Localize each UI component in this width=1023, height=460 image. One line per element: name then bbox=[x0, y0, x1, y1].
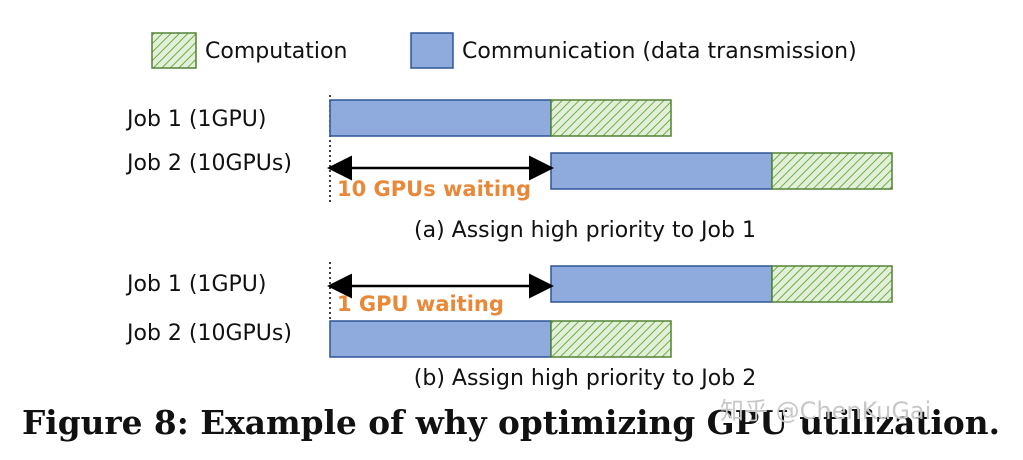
computation-bar bbox=[550, 320, 672, 358]
communication-bar bbox=[329, 99, 552, 137]
communication-bar bbox=[550, 265, 773, 303]
legend-computation: Computation bbox=[205, 39, 347, 64]
watermark: 知乎 @ChenKuGai bbox=[720, 397, 931, 425]
figure-caption: Figure 8: Example of why optimizing GPU … bbox=[22, 403, 1000, 442]
communication-bar bbox=[329, 320, 552, 358]
computation-bar bbox=[550, 99, 672, 137]
job-label: Job 2 (10GPUs) bbox=[125, 151, 292, 176]
computation-bar bbox=[771, 265, 893, 303]
legend-swatch-communication bbox=[410, 32, 454, 69]
panel-caption: (b) Assign high priority to Job 2 bbox=[414, 366, 756, 391]
legend-swatch-computation bbox=[151, 32, 197, 69]
waiting-label: 10 GPUs waiting bbox=[337, 177, 531, 201]
computation-bar bbox=[771, 152, 893, 190]
job-label: Job 2 (10GPUs) bbox=[125, 321, 292, 346]
panel-caption: (a) Assign high priority to Job 1 bbox=[414, 218, 756, 243]
waiting-label: 1 GPU waiting bbox=[337, 292, 504, 316]
legend-communication: Communication (data transmission) bbox=[462, 39, 857, 64]
job-label: Job 1 (1GPU) bbox=[125, 272, 266, 297]
job-label: Job 1 (1GPU) bbox=[125, 107, 266, 132]
communication-bar bbox=[550, 152, 773, 190]
